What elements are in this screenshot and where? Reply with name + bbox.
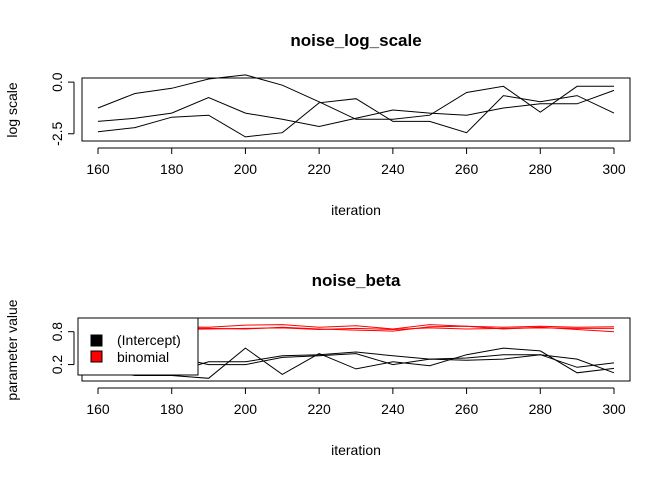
- y-tick-label: 0.8: [49, 322, 65, 342]
- x-axis: 160 180 200 220 240 260 280 300: [86, 147, 626, 177]
- panel-noise-beta: noise_beta iteration parameter value 160…: [4, 271, 631, 458]
- x-tick-label: 300: [602, 401, 626, 417]
- x-tick-label: 280: [529, 401, 553, 417]
- x-tick-label: 240: [381, 161, 405, 177]
- y-tick-label: -2.5: [49, 121, 65, 145]
- x-tick-label: 200: [234, 401, 258, 417]
- legend: (Intercept) binomial: [77, 317, 199, 376]
- y-tick-label: 0.0: [49, 72, 65, 92]
- series-line-2: [97, 95, 615, 138]
- legend-swatch-intercept: [90, 334, 103, 347]
- legend-label-binomial: binomial: [117, 349, 169, 365]
- series-line-0: [97, 74, 614, 120]
- x-tick-label: 180: [160, 161, 184, 177]
- plot-frame: [81, 77, 631, 142]
- y-axis: 0.0 -2.5: [49, 72, 75, 146]
- x-axis: 160 180 200 220 240 260 280 300: [86, 387, 626, 417]
- x-axis-label: iteration: [331, 442, 381, 458]
- x-tick-label: 160: [86, 401, 110, 417]
- x-tick-label: 200: [234, 161, 258, 177]
- x-tick-label: 220: [307, 161, 331, 177]
- x-tick-label: 240: [381, 401, 405, 417]
- y-axis: 0.2 0.8: [49, 322, 75, 375]
- series-layer: [97, 74, 615, 138]
- y-axis-label: parameter value: [4, 299, 20, 400]
- legend-label-intercept: (Intercept): [117, 332, 181, 348]
- y-tick-label: 0.2: [49, 355, 65, 375]
- series-line-1: [97, 89, 615, 128]
- x-tick-label: 180: [160, 401, 184, 417]
- y-axis-label: log scale: [4, 82, 20, 137]
- x-tick-label: 300: [602, 161, 626, 177]
- x-tick-label: 260: [455, 161, 479, 177]
- x-tick-label: 260: [455, 401, 479, 417]
- legend-swatch-binomial: [90, 350, 103, 363]
- panel-noise-log-scale: noise_log_scale iteration log scale 160 1…: [4, 31, 631, 218]
- x-tick-label: 160: [86, 161, 110, 177]
- series-line-1: [97, 347, 615, 379]
- x-axis-label: iteration: [331, 202, 381, 218]
- chart-title: noise_log_scale: [290, 31, 421, 50]
- x-tick-label: 280: [529, 161, 553, 177]
- chart-title: noise_beta: [312, 271, 401, 290]
- x-tick-label: 220: [307, 401, 331, 417]
